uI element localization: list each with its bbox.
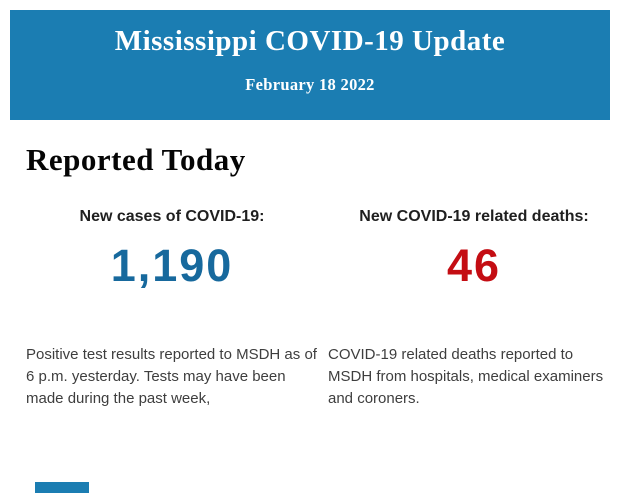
report-date: February 18 2022 <box>245 75 375 94</box>
new-deaths-value: 46 <box>446 240 502 291</box>
new-cases-label: New cases of COVID-19: <box>79 208 265 225</box>
new-cases-description: Positive test results reported to MSDH a… <box>26 346 317 407</box>
next-section-band-sliver <box>35 482 89 493</box>
new-deaths-description: COVID-19 related deaths reported to MSDH… <box>328 346 604 407</box>
new-deaths-label: New COVID-19 related deaths: <box>359 208 589 225</box>
stats-columns: New cases of COVID-19: 1,190 Positive te… <box>26 208 620 410</box>
page-title: Mississippi COVID-19 Update <box>114 25 506 57</box>
content-area: Reported Today New cases of COVID-19: 1,… <box>0 142 620 410</box>
new-deaths-panel: New COVID-19 related deaths: 46 COVID-19… <box>328 208 620 410</box>
new-cases-panel: New cases of COVID-19: 1,190 Positive te… <box>26 208 318 410</box>
new-cases-value: 1,190 <box>110 240 234 291</box>
header-banner: Mississippi COVID-19 Update February 18 … <box>10 10 610 120</box>
section-title: Reported Today <box>26 142 246 177</box>
